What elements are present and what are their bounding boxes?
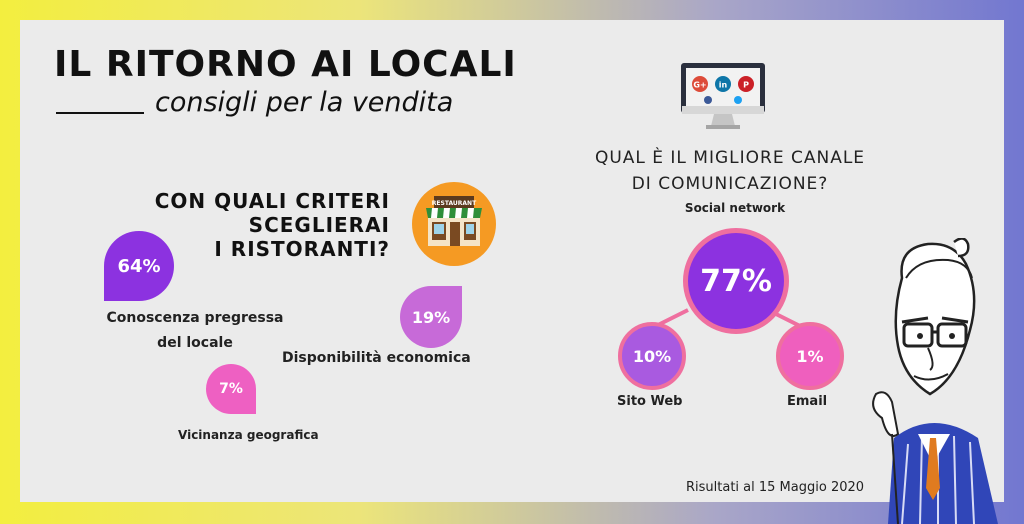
mascot-illustration bbox=[872, 238, 998, 524]
channel-label-website: Sito Web bbox=[617, 394, 683, 409]
criteria-question-line: SCEGLIERAI bbox=[248, 213, 390, 237]
linkedin-icon: in bbox=[715, 76, 731, 92]
content-panel bbox=[20, 20, 1004, 502]
page-title: IL RITORNO AI LOCALI bbox=[54, 44, 517, 85]
channel-question-line: DI COMUNICAZIONE? bbox=[631, 174, 829, 194]
channel-circle-website: 10% bbox=[618, 322, 686, 390]
criteria-question: CON QUALI CRITERI SCEGLIERAI I RISTORANT… bbox=[90, 189, 390, 261]
criteria-label-line: del locale bbox=[157, 335, 233, 351]
channel-label-email: Email bbox=[787, 394, 828, 409]
criteria-label-location: Vicinanza geografica bbox=[178, 428, 319, 442]
percent-bubble-64: 64% bbox=[104, 231, 174, 301]
monitor-icon: G+ in P bbox=[681, 63, 765, 129]
percent-bubble-7: 7% bbox=[206, 364, 256, 414]
svg-text:in: in bbox=[719, 81, 728, 90]
criteria-question-line: CON QUALI CRITERI bbox=[154, 189, 390, 213]
criteria-label-history: Conoscenza pregressa del locale bbox=[70, 306, 320, 356]
criteria-question-line: I RISTORANTI? bbox=[214, 237, 390, 261]
results-date: Risultati al 15 Maggio 2020 bbox=[686, 480, 865, 495]
subtitle-rule bbox=[56, 112, 144, 114]
channel-circle-social: 77% bbox=[683, 228, 789, 334]
percent-bubble-19: 19% bbox=[400, 286, 462, 348]
channel-label-social: Social network bbox=[684, 201, 786, 215]
pinterest-icon: P bbox=[738, 76, 754, 92]
google-plus-icon: G+ bbox=[692, 76, 708, 92]
svg-text:G+: G+ bbox=[693, 81, 706, 90]
channel-question-line: QUAL È IL MIGLIORE CANALE bbox=[594, 148, 866, 168]
page-subtitle: consigli per la vendita bbox=[155, 87, 454, 118]
criteria-label-budget: Disponibilità economica bbox=[282, 350, 471, 366]
criteria-label-line: Conoscenza pregressa bbox=[106, 310, 284, 326]
channel-circle-email: 1% bbox=[776, 322, 844, 390]
restaurant-icon: RESTAURANT bbox=[412, 182, 496, 266]
restaurant-sign-text: RESTAURANT bbox=[432, 200, 477, 207]
channel-question: QUAL È IL MIGLIORE CANALE DI COMUNICAZIO… bbox=[560, 145, 900, 197]
svg-text:P: P bbox=[743, 81, 749, 90]
